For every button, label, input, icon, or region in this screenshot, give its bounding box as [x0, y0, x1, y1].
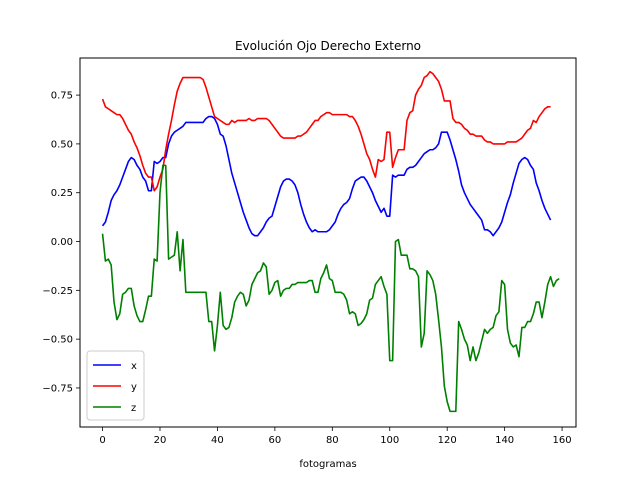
x-tick-label: 160 — [553, 435, 572, 446]
legend-label-z: z — [131, 403, 136, 414]
x-tick-label: 0 — [99, 435, 105, 446]
x-tick-label: 40 — [211, 435, 224, 446]
x-tick-label: 20 — [154, 435, 167, 446]
legend: xyz — [86, 350, 145, 421]
axes-frame — [79, 57, 577, 428]
y-tick-label: 0.25 — [51, 188, 73, 199]
y-tick-label: −0.25 — [42, 286, 73, 297]
y-tick-label: 0.00 — [51, 237, 73, 248]
y-axis: −0.75 −0.50 −0.25 0.00 0.25 0.50 0.75 — [42, 91, 80, 394]
x-axis: 0 20 40 60 80 100 120 140 160 — [99, 427, 572, 446]
series-line-z — [101, 164, 560, 413]
y-tick-label: −0.50 — [42, 335, 73, 346]
x-tick-label: 100 — [380, 435, 399, 446]
legend-label-y: y — [131, 382, 137, 393]
y-tick-label: −0.75 — [42, 383, 73, 394]
y-tick-label: 0.50 — [51, 139, 73, 150]
legend-label-x: x — [131, 361, 137, 372]
x-tick-label: 140 — [495, 435, 514, 446]
x-axis-label: fotogramas — [299, 459, 356, 470]
x-tick-label: 120 — [438, 435, 457, 446]
x-tick-label: 60 — [269, 435, 282, 446]
series-layer — [101, 70, 560, 413]
plot-area: 0 20 40 60 80 100 120 140 160 −0.75 −0.50 −0.25 0.0… — [42, 57, 577, 446]
series-line-y — [101, 70, 551, 192]
series-line-x — [101, 115, 552, 237]
y-tick-label: 0.75 — [51, 91, 73, 102]
chart-title: Evolución Ojo Derecho Externo — [235, 39, 421, 53]
x-tick-label: 80 — [326, 435, 339, 446]
